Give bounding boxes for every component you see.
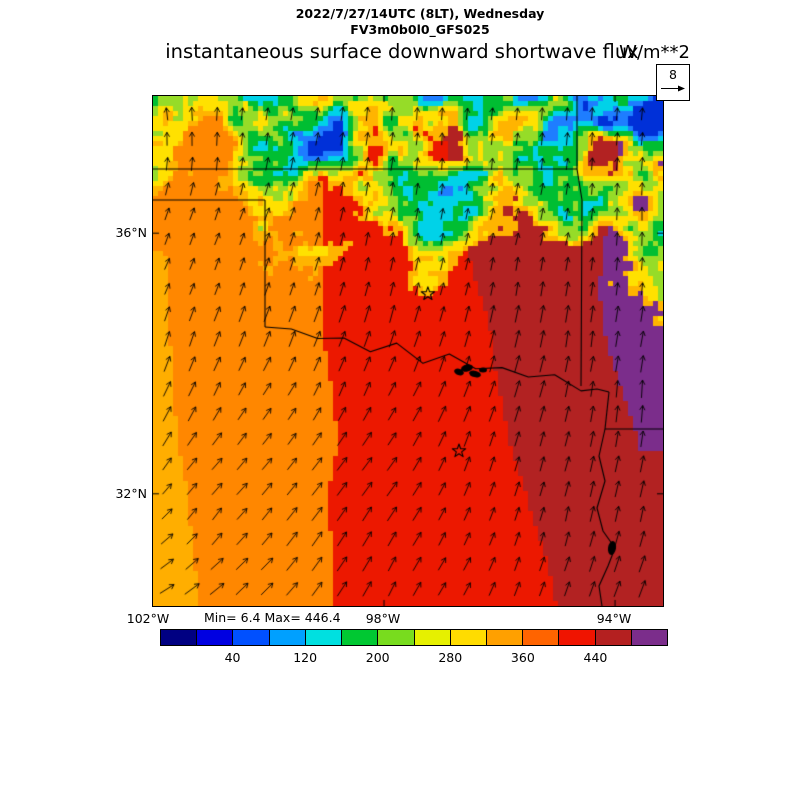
- colorbar-tick-label: 360: [510, 650, 535, 665]
- header-time-label: 2022/7/27/14UTC (8LT), Wednesday: [295, 6, 545, 21]
- colorbar-segment: [413, 630, 450, 645]
- lon-axis-label-102w: 102°W: [126, 611, 170, 626]
- colorbar-segment: [304, 630, 342, 645]
- colorbar-segment: [161, 630, 197, 645]
- vector-reference-value: 8: [669, 67, 677, 82]
- vector-reference-legend: 8: [656, 64, 690, 101]
- minmax-stat-label: Min= 6.4 Max= 446.4: [204, 610, 341, 625]
- colorbar-tick-label: 120: [293, 650, 318, 665]
- colorbar-tick-label: 40: [224, 650, 241, 665]
- colorbar-segment: [485, 630, 523, 645]
- colorbar-segment: [268, 630, 305, 645]
- lat-axis-label-36n: 36°N: [115, 225, 147, 240]
- colorbar-tick-label: 440: [583, 650, 608, 665]
- colorbar-labels: 40 120 200 280 360 440: [160, 650, 668, 666]
- colorbar-tick-label: 280: [438, 650, 463, 665]
- lon-axis-label-94w: 94°W: [596, 611, 632, 626]
- colorbar-segment: [196, 630, 233, 645]
- header-model-label: FV3m0b0l0_GFS025: [350, 22, 490, 37]
- plot-title: instantaneous surface downward shortwave…: [165, 40, 639, 63]
- colorbar-segment: [594, 630, 631, 645]
- map-plot: [152, 95, 664, 607]
- colorbar: [160, 629, 668, 646]
- plot-units-label: W/m**2: [619, 42, 690, 63]
- lat-axis-label-32n: 32°N: [115, 486, 147, 501]
- colorbar-segment: [341, 630, 378, 645]
- colorbar-segment: [522, 630, 559, 645]
- lon-axis-label-98w: 98°W: [365, 611, 401, 626]
- colorbar-segment: [558, 630, 595, 645]
- colorbar-segment: [232, 630, 269, 645]
- map-canvas: [153, 96, 663, 606]
- colorbar-tick-label: 200: [365, 650, 390, 665]
- colorbar-segment: [449, 630, 486, 645]
- colorbar-segment: [630, 630, 668, 645]
- vector-reference-arrow-icon: [661, 85, 685, 92]
- colorbar-segment: [377, 630, 414, 645]
